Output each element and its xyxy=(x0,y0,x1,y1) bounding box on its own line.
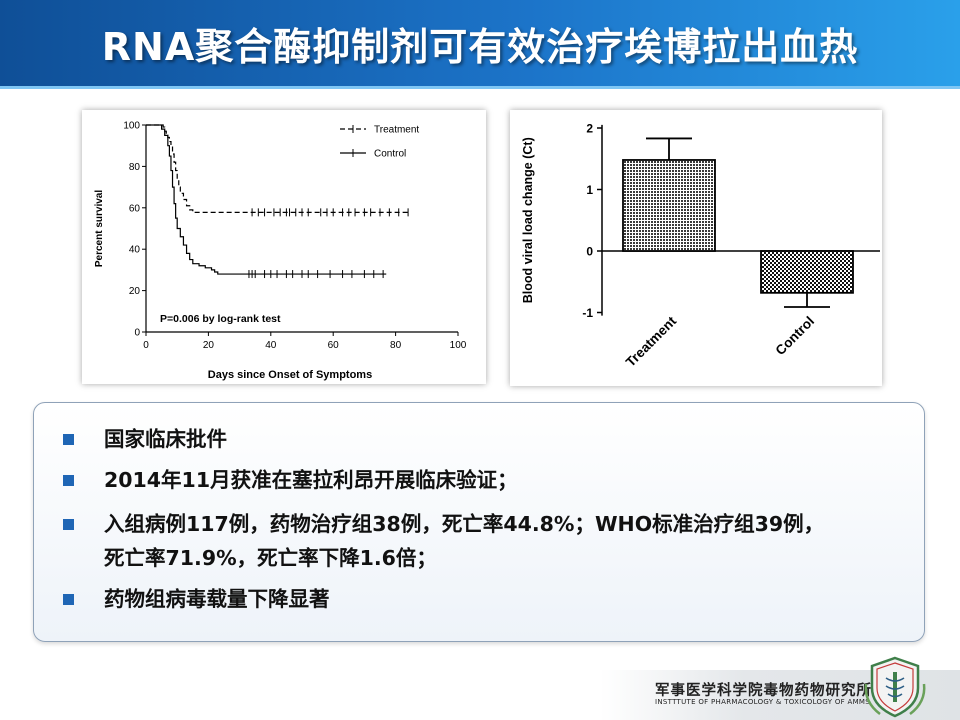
bullet-marker xyxy=(63,519,74,530)
x-tick-label: 100 xyxy=(450,340,467,351)
legend-label-treatment: Treatment xyxy=(374,125,419,136)
survival-curve-treatment xyxy=(146,124,409,213)
x-tick-label: 80 xyxy=(390,340,402,351)
y-tick-label: 40 xyxy=(129,245,141,256)
y-tick-label: 2 xyxy=(586,122,593,136)
p-value-annotation: P=0.006 by log-rank test xyxy=(160,313,281,325)
bar-control xyxy=(760,250,854,294)
bullet-marker xyxy=(63,594,74,605)
y-tick-label: 20 xyxy=(129,286,141,297)
survival-chart: 0 20 40 60 80 100 0 20 40 60 80 100 Days since Onset… xyxy=(94,121,467,382)
y-tick-label: 0 xyxy=(586,245,593,259)
institute-name-en: INSTTTUTE OF PHARMACOLOGY & TOXICOLOGY O… xyxy=(655,698,870,706)
bar-treatment xyxy=(622,159,716,252)
x-axis-label: Days since Onset of Symptoms xyxy=(208,369,372,381)
y-tick-label: -1 xyxy=(582,306,593,320)
y-axis-label: Blood viral load change (Ct) xyxy=(521,137,535,303)
y-tick-label: 1 xyxy=(586,183,593,197)
viral-load-chart: -1 0 1 2 Blood viral load change (Ct) Treatme… xyxy=(521,122,880,370)
x-tick-label: 20 xyxy=(203,340,215,351)
bullet-marker xyxy=(63,434,74,445)
y-axis-label: Percent survival xyxy=(94,190,105,267)
x-tick-label: 0 xyxy=(143,340,149,351)
bullet-text-viral-load: 药物组病毒载量下降显著 xyxy=(104,587,330,611)
category-label-treatment: Treatment xyxy=(623,313,680,370)
header-banner xyxy=(0,0,960,86)
survival-curve-control xyxy=(146,124,387,275)
bullet-marker xyxy=(63,475,74,486)
category-label-control: Control xyxy=(773,314,818,359)
y-tick-label: 100 xyxy=(123,121,140,132)
bullet-text-enrollment-cont: 死亡率71.9%，死亡率下降1.6倍； xyxy=(104,546,437,570)
bullet-text-enrollment: 入组病例117例，药物治疗组38例，死亡率44.8%；WHO标准治疗组39例， xyxy=(104,512,825,536)
institute-name-cn: 军事医学科学院毒物药物研究所 xyxy=(655,682,872,699)
institute-emblem-icon xyxy=(864,656,926,718)
y-tick-label: 80 xyxy=(129,162,141,173)
bullet-text-approval: 国家临床批件 xyxy=(104,427,227,451)
y-tick-label: 0 xyxy=(134,328,140,339)
legend-label-control: Control xyxy=(374,149,406,160)
header-divider xyxy=(0,86,960,89)
findings-box xyxy=(33,402,925,642)
bullet-text-trial: 2014年11月获准在塞拉利昂开展临床验证； xyxy=(104,468,518,492)
survival-chart-panel: 0 20 40 60 80 100 0 20 40 60 80 100 Days since Onset… xyxy=(82,110,486,384)
slide-title: RNA聚合酶抑制剂可有效治疗埃博拉出血热 xyxy=(101,25,859,69)
y-tick-label: 60 xyxy=(129,203,141,214)
x-tick-label: 40 xyxy=(265,340,277,351)
x-tick-label: 60 xyxy=(328,340,340,351)
viral-load-chart-panel: -1 0 1 2 Blood viral load change (Ct) Treatme… xyxy=(510,110,882,386)
